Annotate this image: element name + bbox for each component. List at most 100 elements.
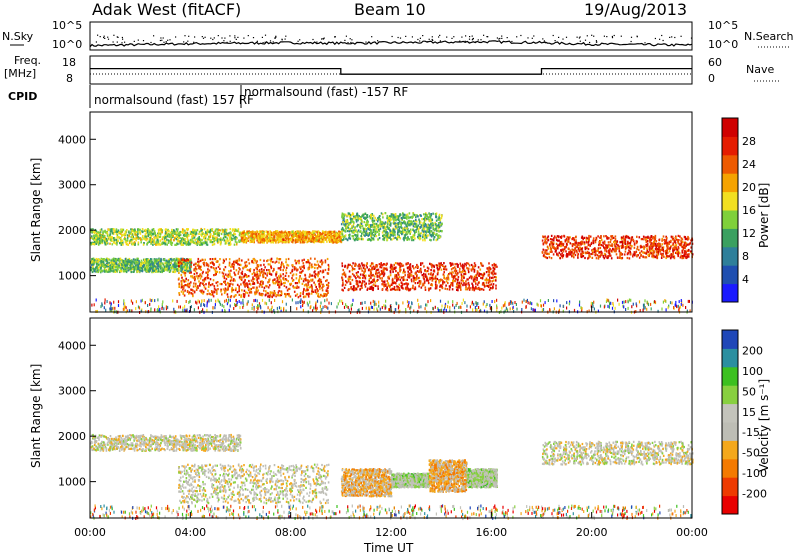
- power-pixel-band-0: [93, 237, 96, 240]
- noise-point: [323, 37, 325, 39]
- power-pixel-band-1: [138, 269, 141, 272]
- power-pixel-band-4: [376, 275, 379, 278]
- noise-point: [193, 41, 195, 43]
- power-pixel-band-1: [153, 258, 156, 261]
- power-pixel-band-2: [193, 291, 196, 294]
- power-pixel-band-1: [91, 263, 93, 266]
- power-pixel-band-4: [349, 277, 351, 280]
- power-pixel-band-2: [205, 262, 208, 265]
- power-pixel-band-2: [238, 263, 241, 266]
- power-pixel-band-4: [467, 262, 470, 265]
- noise-point: [411, 36, 413, 38]
- power-pixel-band-2: [187, 258, 189, 261]
- power-pixel-band-0: [123, 238, 126, 241]
- power-pixel-band-4: [361, 280, 364, 283]
- power-pixel-band-2: [256, 260, 258, 263]
- power-pixel-band-3: [300, 236, 303, 239]
- power-pixel-band-3: [329, 230, 332, 233]
- noise-point: [690, 37, 693, 39]
- power-pixel-band-1: [157, 260, 160, 263]
- power-pixel-band-4: [392, 282, 394, 285]
- power-pixel-band-2: [211, 283, 214, 286]
- power-pixel-band-1: [111, 258, 114, 261]
- power-pixel-band-2: [215, 272, 217, 275]
- power-pixel-band-0: [240, 240, 242, 243]
- power-pixel-band-3: [266, 240, 268, 243]
- power-pixel-band-1: [174, 264, 177, 267]
- power-pixel-band-2: [220, 283, 223, 286]
- power-pixel-band-2: [203, 277, 206, 280]
- noise-point: [285, 35, 287, 37]
- power-pixel-band-2: [257, 277, 260, 280]
- power-pixel-band-0: [169, 235, 171, 238]
- power-pixel-band-2: [231, 288, 233, 291]
- power-pixel-band-2: [318, 277, 321, 281]
- noise-point: [188, 35, 190, 37]
- power-pixel-band-2: [267, 292, 269, 295]
- power-pixel-band-1: [152, 263, 154, 266]
- power-pixel-band-3: [303, 236, 306, 239]
- power-pixel-band-0: [176, 230, 179, 233]
- power-pixel-band-4: [480, 273, 482, 276]
- power-pixel-band-1: [154, 261, 156, 264]
- power-pixel-band-2: [255, 286, 258, 289]
- power-pixel-band-0: [139, 228, 141, 231]
- power-pixel-band-4: [359, 273, 362, 276]
- power-pixel-band-2: [265, 290, 267, 293]
- power-pixel-band-1: [104, 263, 106, 267]
- freq-panel-frame: [89, 55, 693, 85]
- power-pixel-band-2: [269, 294, 272, 297]
- power-pixel-band-2: [264, 277, 267, 280]
- power-pixel-band-1: [91, 265, 94, 268]
- power-pixel-band-2: [212, 291, 214, 294]
- power-pixel-band-2: [194, 277, 196, 280]
- noise-point: [516, 36, 518, 38]
- power-pixel-band-2: [198, 275, 201, 278]
- power-pixel-band-4: [430, 263, 433, 266]
- power-pixel-band-0: [92, 242, 94, 245]
- power-pixel-band-0: [154, 232, 156, 235]
- power-pixel-band-2: [324, 268, 327, 272]
- power-pixel-band-3: [273, 231, 276, 234]
- power-pixel-band-2: [274, 282, 277, 285]
- power-pixel-band-1: [108, 268, 110, 272]
- power-pixel-band-0: [194, 238, 196, 241]
- power-pixel-band-2: [207, 268, 209, 271]
- power-pixel-band-4: [420, 262, 422, 265]
- power-pixel-band-4: [434, 275, 437, 278]
- power-pixel-band-0: [170, 243, 172, 246]
- power-pixel-band-1: [116, 269, 118, 272]
- power-pixel-band-1: [159, 265, 161, 268]
- power-pixel-band-4: [384, 267, 386, 270]
- noise-point: [142, 40, 145, 42]
- power-pixel-band-0: [200, 235, 203, 238]
- power-pixel-band-0: [225, 232, 228, 235]
- power-pixel-band-2: [307, 281, 309, 284]
- power-pixel-band-0: [176, 242, 178, 245]
- noise-point: [161, 39, 163, 41]
- power-pixel-band-0: [154, 237, 156, 240]
- power-pixel-band-0: [189, 230, 192, 233]
- noise-point: [153, 35, 155, 37]
- power-pixel-band-2: [228, 261, 231, 264]
- power-pixel-band-2: [209, 258, 212, 261]
- power-pixel-band-0: [209, 235, 211, 238]
- power-pixel-band-2: [206, 293, 209, 296]
- power-pixel-band-2: [184, 274, 186, 277]
- power-pixel-band-4: [413, 276, 416, 279]
- power-pixel-band-2: [299, 295, 301, 298]
- power-pixel-band-0: [98, 239, 101, 243]
- power-pixel-band-0: [180, 243, 183, 246]
- power-pixel-band-2: [263, 269, 265, 272]
- power-pixel-band-4: [362, 276, 364, 280]
- power-pixel-band-4: [457, 275, 460, 279]
- power-pixel-band-2: [237, 270, 240, 273]
- power-pixel-band-2: [283, 266, 285, 269]
- power-pixel-band-2: [274, 292, 277, 295]
- power-pixel-band-2: [224, 290, 227, 293]
- power-pixel-band-2: [296, 282, 299, 285]
- power-pixel-band-0: [207, 238, 209, 241]
- power-pixel-band-0: [159, 232, 162, 235]
- power-pixel-band-0: [98, 242, 101, 245]
- noise-point: [579, 40, 581, 42]
